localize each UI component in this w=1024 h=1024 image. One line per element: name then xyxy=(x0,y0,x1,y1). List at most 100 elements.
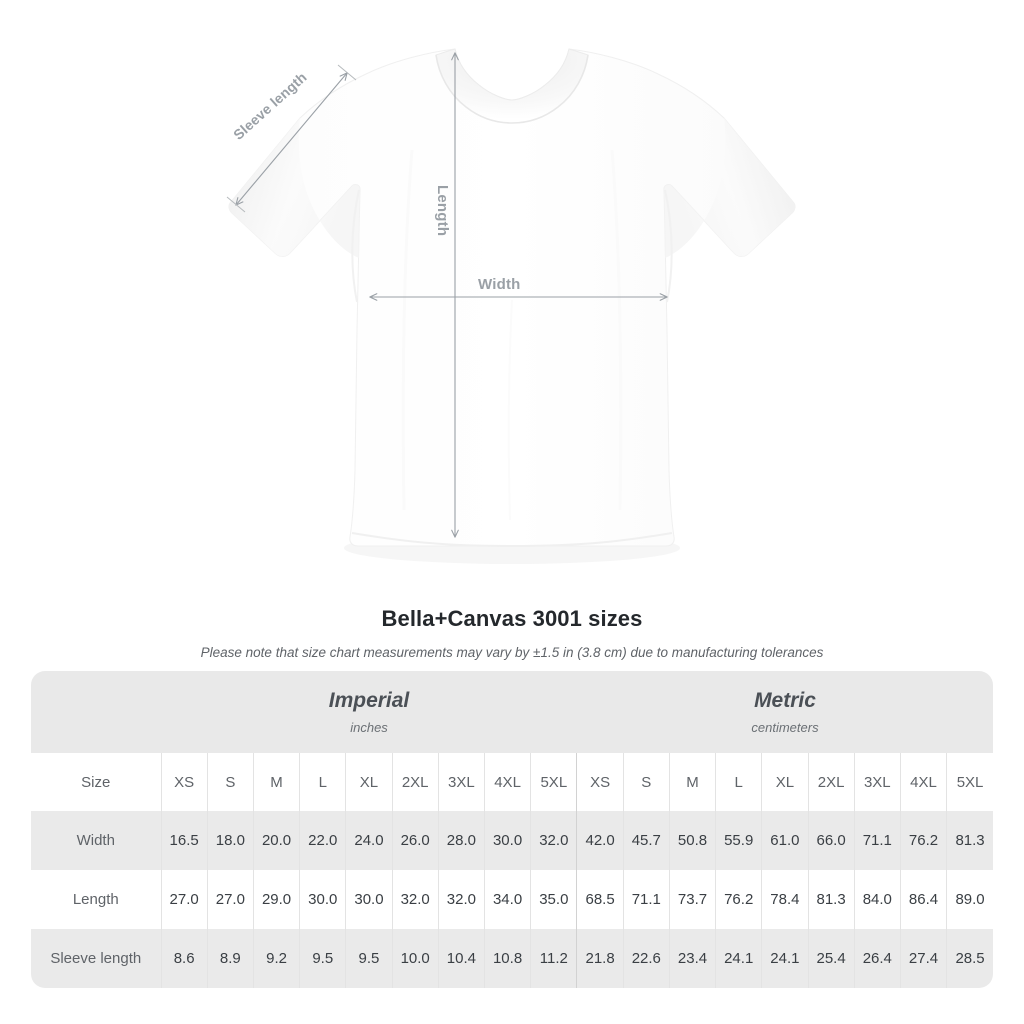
size-column-header: 2XL xyxy=(807,753,855,811)
cell-imperial: 8.6 xyxy=(160,929,208,988)
shirt-hem-seam xyxy=(351,532,673,548)
cell-imperial: 32.0 xyxy=(437,870,485,929)
cell-imperial: 10.4 xyxy=(437,929,485,988)
size-table-container: Imperial inches Metric centimeters Size XS S M L… xyxy=(31,671,993,988)
sleeve-length-tick-bottom xyxy=(226,196,246,213)
shirt-fold-left xyxy=(401,149,414,511)
cell-imperial: 22.0 xyxy=(299,811,346,870)
size-header-label: Size xyxy=(31,753,162,811)
chart-subtitle: Please note that size chart measurements… xyxy=(200,645,824,660)
table-row: Length 27.0 27.0 29.0 30.0 30.0 32.0 32.0 34.0 35… xyxy=(31,870,993,929)
length-label: Length xyxy=(434,185,451,237)
tshirt-illustration xyxy=(226,48,796,548)
cell-imperial: 35.0 xyxy=(530,870,577,929)
cell-metric: 26.4 xyxy=(853,929,901,988)
unit-name: Imperial xyxy=(328,689,410,713)
table-row: Width 16.5 18.0 20.0 22.0 24.0 26.0 28.0 30.0 32.… xyxy=(31,811,993,870)
cell-metric: 21.8 xyxy=(576,929,624,988)
sleeve-length-tick-top xyxy=(337,64,357,81)
row-header-length: Length xyxy=(31,870,162,929)
size-column-header: S xyxy=(622,753,670,811)
cell-metric: 68.5 xyxy=(576,870,624,929)
size-column-header: 3XL xyxy=(437,753,485,811)
cell-imperial: 9.5 xyxy=(299,929,346,988)
unit-banner-row: Imperial inches Metric centimeters xyxy=(31,671,993,753)
size-column-header: XS xyxy=(160,753,208,811)
cell-imperial: 10.8 xyxy=(483,929,531,988)
cell-metric: 66.0 xyxy=(807,811,855,870)
size-column-header: XL xyxy=(761,753,808,811)
shirt-fold-center xyxy=(507,299,513,521)
unit-banner-imperial: Imperial inches xyxy=(161,671,577,753)
size-column-header: 5XL xyxy=(946,753,993,811)
size-column-header: 4XL xyxy=(483,753,531,811)
unit-banner-spacer xyxy=(31,671,162,753)
shirt-fold-right xyxy=(610,149,623,511)
cell-metric: 28.5 xyxy=(946,929,993,988)
size-table: Imperial inches Metric centimeters Size XS S M L… xyxy=(31,671,993,988)
cell-imperial: 28.0 xyxy=(437,811,485,870)
cell-metric: 24.1 xyxy=(761,929,808,988)
cell-imperial: 34.0 xyxy=(483,870,531,929)
cell-imperial: 18.0 xyxy=(206,811,254,870)
cell-imperial: 8.9 xyxy=(206,929,254,988)
size-column-header: 2XL xyxy=(391,753,439,811)
size-column-header: 3XL xyxy=(853,753,901,811)
cell-metric: 24.1 xyxy=(715,929,762,988)
cell-imperial: 32.0 xyxy=(530,811,577,870)
row-header-width: Width xyxy=(31,811,162,870)
cell-metric: 42.0 xyxy=(576,811,624,870)
size-column-header: M xyxy=(668,753,716,811)
cell-metric: 45.7 xyxy=(622,811,670,870)
size-column-header: XL xyxy=(345,753,393,811)
cell-imperial: 11.2 xyxy=(530,929,577,988)
cell-metric: 73.7 xyxy=(668,870,716,929)
width-label: Width xyxy=(478,276,521,293)
cell-imperial: 27.0 xyxy=(206,870,254,929)
cell-imperial: 30.0 xyxy=(345,870,393,929)
size-chart-section: Bella+Canvas 3001 sizes Please note that… xyxy=(0,590,1024,988)
cell-metric: 25.4 xyxy=(807,929,855,988)
unit-subtitle: inches xyxy=(350,719,388,735)
cell-metric: 71.1 xyxy=(853,811,901,870)
shirt-right-sleeve-shade xyxy=(664,118,795,258)
unit-subtitle: centimeters xyxy=(751,719,819,735)
size-column-header: L xyxy=(299,753,346,811)
cell-imperial: 20.0 xyxy=(252,811,300,870)
cell-imperial: 9.5 xyxy=(345,929,393,988)
shirt-left-armhole-seam xyxy=(351,189,360,303)
cell-metric: 23.4 xyxy=(668,929,716,988)
cell-metric: 81.3 xyxy=(946,811,993,870)
cell-metric: 55.9 xyxy=(715,811,762,870)
row-header-sleeve-length: Sleeve length xyxy=(31,929,162,988)
size-column-header: 4XL xyxy=(899,753,947,811)
cell-metric: 89.0 xyxy=(946,870,993,929)
cell-imperial: 9.2 xyxy=(252,929,300,988)
cell-imperial: 16.5 xyxy=(160,811,208,870)
cell-imperial: 27.0 xyxy=(160,870,208,929)
cell-metric: 50.8 xyxy=(668,811,716,870)
cell-metric: 78.4 xyxy=(761,870,808,929)
cell-metric: 76.2 xyxy=(715,870,762,929)
cell-imperial: 29.0 xyxy=(252,870,300,929)
cell-imperial: 32.0 xyxy=(391,870,439,929)
unit-name: Metric xyxy=(754,689,816,713)
size-column-header: S xyxy=(206,753,254,811)
size-column-header: M xyxy=(252,753,300,811)
size-column-header: XS xyxy=(576,753,624,811)
shirt-right-armhole-seam xyxy=(664,189,673,303)
cell-metric: 61.0 xyxy=(761,811,808,870)
cell-metric: 22.6 xyxy=(622,929,670,988)
cell-imperial: 24.0 xyxy=(345,811,393,870)
size-column-header: 5XL xyxy=(530,753,577,811)
sleeve-length-arrow xyxy=(235,72,348,206)
size-header-row: Size XS S M L XL 2XL 3XL 4XL 5XL XS S M L XL 2XL 3XL 4XL 5… xyxy=(31,753,993,811)
size-column-header: L xyxy=(715,753,762,811)
cell-imperial: 30.0 xyxy=(299,870,346,929)
cell-metric: 81.3 xyxy=(807,870,855,929)
cell-metric: 76.2 xyxy=(899,811,947,870)
cell-metric: 86.4 xyxy=(899,870,947,929)
table-row: Sleeve length 8.6 8.9 9.2 9.5 9.5 10.0 10.4 10.8… xyxy=(31,929,993,988)
cell-imperial: 10.0 xyxy=(391,929,439,988)
cell-imperial: 30.0 xyxy=(483,811,531,870)
